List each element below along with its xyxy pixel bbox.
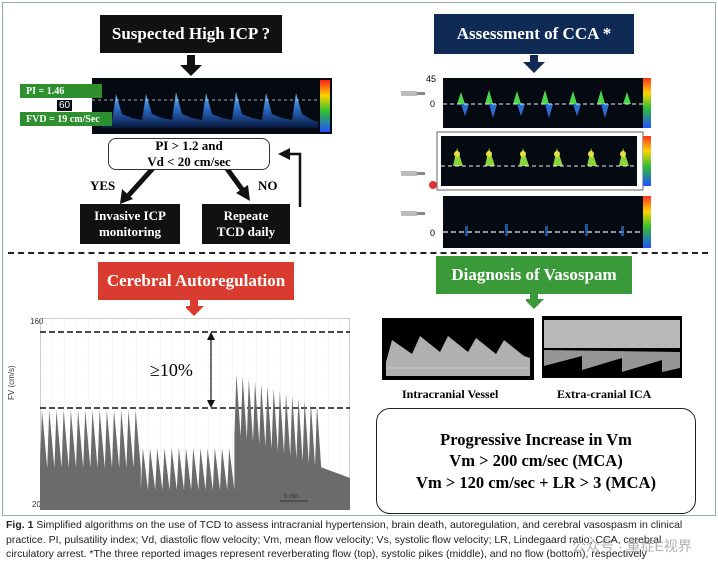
vasospasm-criteria-box: Progressive Increase in Vm Vm > 200 cm/s… — [376, 408, 696, 514]
repeat-line-1: Repeate — [223, 207, 269, 223]
cca-scale-45: 45 — [426, 74, 437, 84]
fvd-label-text: FVD = 19 cm/Sec — [26, 113, 100, 125]
pi-label-text: PI = 1.46 — [26, 85, 65, 97]
cca-title: Assessment of CCA * — [434, 14, 634, 54]
y-top-tick: 160 — [30, 317, 44, 326]
invasive-icp-box: Invasive ICP monitoring — [80, 204, 180, 244]
cca-title-text: Assessment of CCA * — [456, 24, 612, 43]
repeat-line-2: TCD daily — [216, 224, 276, 239]
vasospasm-title-text: Diagnosis of Vasospam — [451, 265, 617, 284]
repeat-tcd-box: Repeate TCD daily — [202, 204, 290, 244]
invasive-line-2: monitoring — [98, 224, 162, 239]
suspected-high-icp-title: Suspected High ICP ? — [100, 15, 282, 53]
criteria-vm-120: Vm > 120 cm/sec + LR > 3 (MCA) — [416, 472, 656, 492]
invasive-line-1: Invasive ICP — [94, 207, 166, 223]
criteria-progressive: Progressive Increase in Vm — [440, 429, 632, 449]
extracranial-label: Extra-cranial ICA — [557, 387, 652, 401]
intracranial-image — [382, 318, 534, 380]
autoregulation-title-text: Cerebral Autoregulation — [106, 271, 286, 290]
percent-label: ≥10% — [150, 360, 193, 380]
arrow-down-title — [180, 55, 202, 76]
feedback-loop-arrow — [286, 152, 302, 207]
scale-bar-label: 5 min — [284, 494, 299, 500]
probe-icon-1 — [401, 91, 425, 96]
section-divider — [8, 252, 708, 254]
top-left-arrows — [120, 55, 545, 207]
probe-icon-3 — [401, 211, 425, 216]
arrow-no — [236, 185, 250, 201]
fvd-label: FVD = 19 cm/Sec — [20, 112, 112, 126]
watermark: 公众号 · 重症E视界 — [572, 538, 692, 554]
cca-scale-0c: 0 — [430, 228, 436, 238]
vasospasm-title: Diagnosis of Vasospam — [436, 256, 632, 294]
criteria-vm-200: Vm > 200 cm/sec (MCA) — [449, 451, 623, 471]
arrow-down-vasospasm — [526, 294, 544, 309]
criteria-box: PI > 1.2 and Vd < 20 cm/sec — [108, 138, 270, 170]
tcd-icp-waves — [92, 80, 330, 132]
figure-caption: Fig. 1 Simplified algorithms on the use … — [6, 518, 712, 562]
no-label: NO — [258, 178, 278, 193]
arrow-down-autoreg — [186, 300, 204, 316]
fv-waveform — [40, 374, 350, 510]
arrow-down-cca — [523, 55, 545, 73]
percent-arrow — [207, 332, 215, 408]
arrow-yes — [126, 164, 157, 198]
y-axis-label: FV (cm/s) — [7, 365, 16, 400]
criteria-line-1: PI > 1.2 and — [155, 138, 223, 154]
y-bottom-tick: 20 — [32, 500, 41, 509]
probe-icon-2 — [401, 171, 437, 189]
tcd-waveform-icp — [92, 78, 332, 134]
yes-label: YES — [90, 178, 116, 193]
cca-waveforms — [401, 78, 651, 248]
tcd-scale-60: 60 — [57, 100, 73, 111]
caption-text: Simplified algorithms on the use of TCD … — [6, 519, 683, 561]
cca-scale-0a: 0 — [430, 99, 436, 109]
suspected-high-icp-title-text: Suspected High ICP ? — [111, 24, 271, 43]
extracranial-image — [542, 316, 682, 378]
caption-fig-label: Fig. 1 — [6, 519, 34, 531]
criteria-line-2: Vd < 20 cm/sec — [147, 154, 231, 169]
autoregulation-chart — [40, 318, 350, 510]
pi-label: PI = 1.46 — [20, 84, 102, 98]
intracranial-label: Intracranial Vessel — [402, 387, 499, 401]
autoregulation-title: Cerebral Autoregulation — [98, 262, 294, 300]
